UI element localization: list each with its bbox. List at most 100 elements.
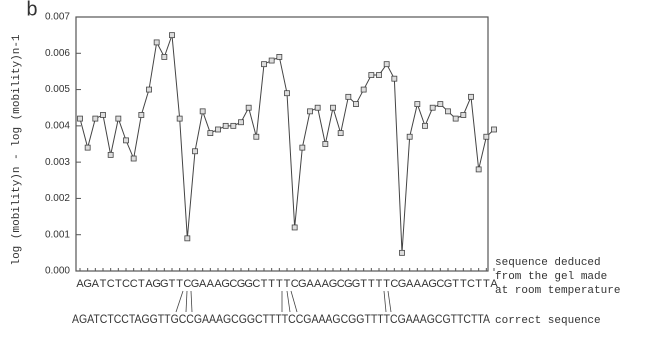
data-point bbox=[368, 72, 375, 78]
x-tick-label: A bbox=[421, 278, 429, 290]
data-point bbox=[383, 61, 390, 68]
x-tick-label: C bbox=[390, 278, 398, 290]
y-tick-label: 0.005 bbox=[45, 84, 70, 95]
x-tick-label: A bbox=[306, 278, 314, 290]
x-tick-label: C bbox=[229, 278, 237, 290]
y-tick-label: 0.007 bbox=[45, 12, 70, 23]
x-tick-label: C bbox=[183, 278, 191, 290]
x-tick-label: A bbox=[76, 278, 84, 290]
data-point bbox=[437, 101, 444, 107]
x-tick-label: G bbox=[444, 278, 453, 290]
data-line bbox=[79, 34, 495, 253]
data-point bbox=[238, 119, 244, 126]
data-point bbox=[291, 224, 298, 231]
data-point bbox=[253, 133, 260, 140]
x-tick-label: T bbox=[268, 278, 275, 290]
x-tick-label: T bbox=[376, 278, 383, 290]
x-tick-label: A bbox=[322, 278, 330, 290]
data-point bbox=[161, 54, 168, 60]
data-point bbox=[138, 112, 145, 118]
x-tick-label: T bbox=[100, 278, 107, 290]
data-point bbox=[84, 144, 91, 151]
data-point bbox=[245, 104, 252, 111]
correct-sequence: AGATCTCCTAGGTTGCCGAAAGCGGCTTTTCCGAAAGCGG… bbox=[72, 312, 490, 326]
y-tick-label: 0.006 bbox=[45, 48, 70, 59]
data-point bbox=[115, 115, 122, 122]
data-point bbox=[391, 75, 398, 82]
x-tick-label: A bbox=[199, 278, 207, 290]
data-point bbox=[314, 104, 321, 111]
data-point bbox=[130, 155, 137, 162]
data-point bbox=[337, 130, 344, 137]
data-point bbox=[176, 115, 183, 122]
x-tick-label: G bbox=[221, 278, 230, 290]
x-tick-label: A bbox=[490, 278, 498, 290]
x-tick-label: T bbox=[452, 278, 459, 290]
data-point bbox=[268, 57, 275, 64]
plot-frame bbox=[75, 16, 489, 272]
data-point bbox=[199, 108, 206, 115]
x-tick-label: C bbox=[436, 278, 444, 290]
annotation: at room temperature bbox=[495, 285, 620, 297]
x-tick-label: C bbox=[122, 278, 130, 290]
x-tick-label: C bbox=[252, 278, 260, 290]
data-point bbox=[399, 249, 405, 256]
data-point bbox=[230, 122, 237, 129]
annotation: sequence deduced bbox=[495, 257, 601, 269]
data-point bbox=[169, 32, 175, 39]
data-point bbox=[452, 115, 459, 122]
data-point bbox=[284, 90, 290, 97]
x-tick-label: G bbox=[344, 278, 353, 290]
data-point bbox=[92, 115, 99, 122]
x-tick-label: G bbox=[152, 278, 161, 290]
data-point bbox=[360, 86, 367, 93]
x-tick-label: A bbox=[214, 278, 222, 290]
data-point bbox=[353, 101, 359, 107]
data-point bbox=[330, 104, 336, 111]
data-point bbox=[475, 166, 482, 173]
data-point bbox=[460, 112, 467, 118]
y-tick-label: 0.003 bbox=[45, 157, 70, 168]
y-tick-label: 0.002 bbox=[45, 193, 70, 204]
x-tick-label: C bbox=[130, 278, 138, 290]
data-point bbox=[429, 104, 436, 111]
data-point bbox=[276, 54, 283, 60]
x-tick-label: T bbox=[284, 278, 291, 290]
x-tick-label: C bbox=[467, 278, 475, 290]
x-tick-label: T bbox=[483, 278, 490, 290]
x-tick-label: G bbox=[160, 278, 169, 290]
data-point bbox=[445, 108, 451, 115]
data-point bbox=[77, 115, 83, 122]
data-point bbox=[491, 126, 497, 133]
x-tick-label: T bbox=[169, 278, 176, 290]
x-tick-label: A bbox=[207, 278, 215, 290]
data-point bbox=[261, 61, 267, 68]
data-point bbox=[483, 133, 490, 140]
alignment-lines bbox=[175, 290, 392, 313]
data-point bbox=[107, 151, 114, 158]
data-point bbox=[468, 93, 474, 100]
x-tick-label: T bbox=[261, 278, 268, 290]
x-tick-label: T bbox=[383, 278, 390, 290]
data-point bbox=[376, 72, 382, 78]
x-tick-label: T bbox=[176, 278, 183, 290]
data-point bbox=[406, 133, 413, 140]
x-tick-label: G bbox=[352, 278, 361, 290]
x-tick-label: G bbox=[398, 278, 407, 290]
data-point bbox=[215, 126, 221, 133]
x-tick-label: G bbox=[298, 278, 307, 290]
y-tick-label: 0.004 bbox=[45, 120, 70, 131]
x-tick-label: T bbox=[360, 278, 367, 290]
data-point bbox=[153, 39, 160, 46]
x-tick-label: C bbox=[337, 278, 345, 290]
data-point bbox=[307, 108, 313, 115]
x-tick-label: A bbox=[314, 278, 322, 290]
data-point bbox=[322, 141, 329, 147]
data-point bbox=[345, 93, 352, 100]
data-point bbox=[146, 86, 152, 93]
data-point bbox=[192, 148, 198, 155]
x-tick-label: T bbox=[138, 278, 145, 290]
x-tick-label: G bbox=[244, 278, 253, 290]
x-tick-label: G bbox=[237, 278, 246, 290]
y-tick-label: 0.000 bbox=[45, 266, 70, 277]
